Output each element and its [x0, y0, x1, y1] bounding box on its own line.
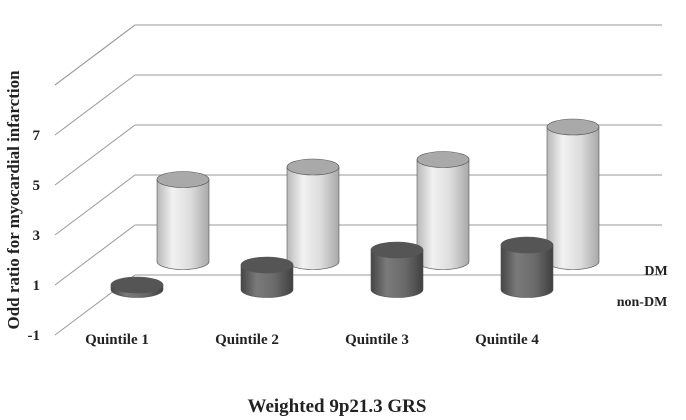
- y-tick-label: -1: [28, 328, 41, 344]
- category-label: Quintile 2: [215, 332, 279, 348]
- category-label: Quintile 1: [85, 332, 149, 348]
- series-label-dm: DM: [644, 264, 667, 279]
- y-tick-label: 5: [33, 178, 41, 194]
- bar-dm-1: [156, 171, 210, 270]
- gridline-side: [54, 74, 136, 136]
- bar-non-dm-1: [110, 276, 164, 298]
- gridline-side: [54, 124, 136, 186]
- bars: [110, 118, 600, 298]
- bar-dm-3: [416, 151, 470, 270]
- gridlines: [54, 24, 662, 336]
- y-tick-label: 3: [33, 228, 41, 244]
- bar-dm-2: [286, 158, 340, 270]
- y-tick-label: 1: [33, 278, 41, 294]
- bar-non-dm-3: [370, 241, 424, 298]
- bar-non-dm-2: [240, 256, 294, 298]
- x-axis-title: Weighted 9p21.3 GRS: [248, 396, 427, 417]
- gridline-side: [54, 24, 136, 86]
- gridline-side: [54, 224, 136, 286]
- category-labels: Quintile 1 Quintile 2 Quintile 3 Quintile 4: [85, 332, 539, 348]
- y-axis-title: Odd ratio for myocardial infarction: [4, 70, 23, 330]
- category-label: Quintile 4: [475, 332, 539, 348]
- bar-dm-4: [546, 118, 600, 270]
- gridline-side: [54, 174, 136, 236]
- y-tick-labels: -1 1 3 5 7: [28, 128, 41, 344]
- series-label-non-dm: non-DM: [617, 295, 668, 310]
- bar-non-dm-4: [500, 236, 554, 298]
- category-label: Quintile 3: [345, 332, 409, 348]
- series-labels: DM non-DM: [617, 264, 668, 310]
- y-tick-label: 7: [33, 128, 41, 144]
